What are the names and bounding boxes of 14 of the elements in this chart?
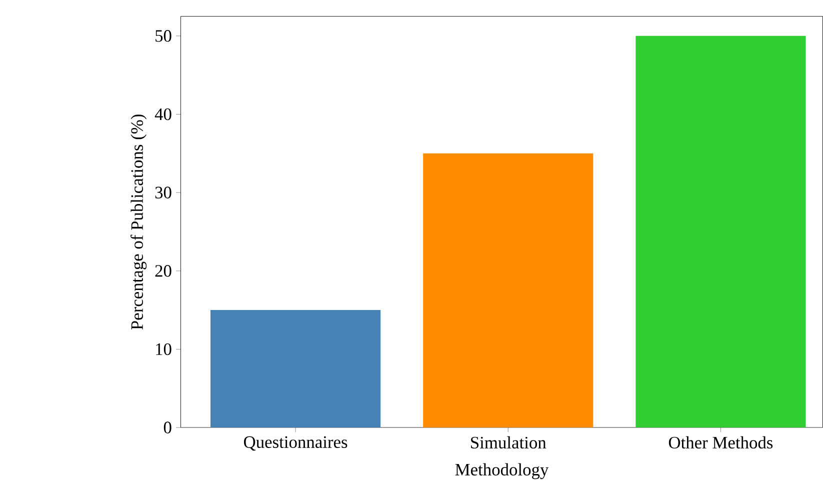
x-tick-label: Questionnaires	[244, 436, 348, 451]
y-tick-label: 10	[156, 343, 172, 356]
x-tick-label: Simulation	[471, 436, 546, 449]
y-tick-label: 0	[164, 422, 172, 434]
y-tick-label: 50	[156, 30, 172, 42]
bar	[423, 153, 594, 428]
bar	[210, 310, 381, 428]
y-axis-title: Percentage of Publications (%)	[130, 114, 147, 330]
y-tick-label: 20	[155, 265, 172, 277]
bar	[636, 36, 806, 428]
x-tick-label: Other Methods	[668, 436, 773, 449]
y-tick-label: 40	[154, 108, 172, 120]
y-tick-label: 30	[155, 186, 172, 198]
x-axis-title: Methodology	[455, 463, 549, 480]
